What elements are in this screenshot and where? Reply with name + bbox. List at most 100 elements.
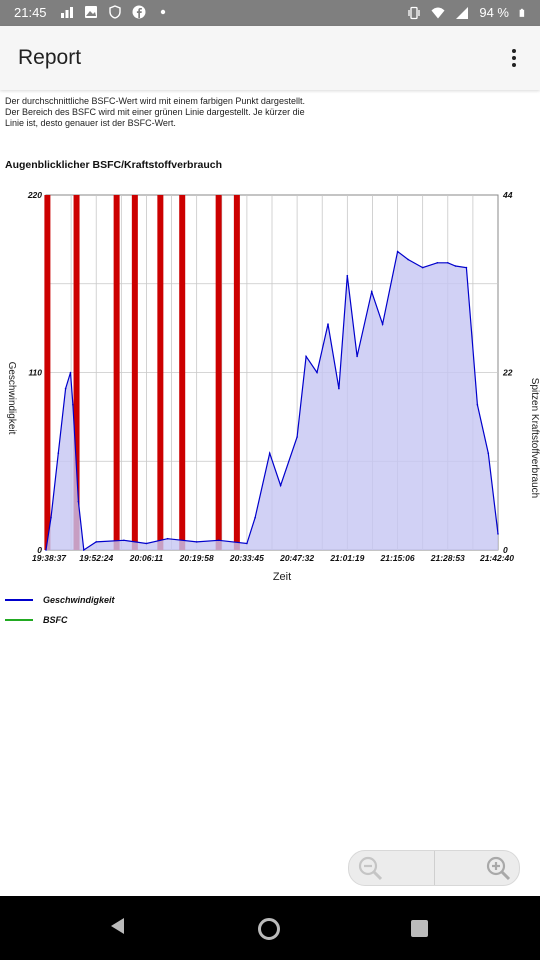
speed-point [436, 262, 439, 264]
speed-point [279, 484, 282, 487]
status-right-icons: 94 % [407, 5, 528, 20]
speed-point [195, 541, 198, 543]
intro-text: Der durchschnittliche BSFC-Wert wird mit… [5, 96, 335, 129]
home-icon[interactable] [258, 918, 280, 940]
speed-point [447, 262, 449, 264]
speed-area [46, 251, 498, 550]
speed-point [396, 250, 399, 253]
zoom-divider [434, 851, 435, 885]
x-tick-label: 21:15:06 [380, 553, 415, 563]
bsfc-chart: 0 110 220 0 22 44 19:38:37 19:52:24 20:06:11 20… [6, 190, 540, 583]
speed-point [123, 539, 125, 542]
fuel-bar [131, 195, 138, 550]
menu-dot-icon [512, 49, 516, 53]
menu-dot-icon [512, 56, 516, 60]
y-axis-left-ticks: 0 110 220 [27, 190, 42, 555]
speed-point [166, 537, 169, 540]
speed-point [497, 533, 499, 535]
speed-point [50, 516, 52, 519]
speed-point [407, 258, 409, 261]
y-tick-label-left: 110 [28, 368, 42, 378]
legend-item-bsfc: BSFC [5, 610, 115, 630]
speed-point [327, 323, 329, 325]
x-tick-label: 21:42:40 [479, 553, 514, 563]
status-bar: 21:45 94 % [0, 0, 540, 26]
menu-dot-icon [512, 63, 516, 67]
zoom-out-icon[interactable] [357, 855, 383, 881]
y-tick-label-left: 220 [27, 190, 42, 200]
page-title: Report [18, 46, 82, 69]
legend-swatch-bsfc [5, 619, 33, 621]
x-axis-label: Zeit [273, 571, 291, 583]
x-tick-label: 20:19:58 [179, 553, 214, 563]
fuel-bar [157, 195, 164, 550]
speed-point [356, 355, 358, 358]
speed-point [296, 436, 298, 438]
speed-point [421, 266, 424, 269]
app-bar: Report [0, 26, 540, 90]
legend-label-bsfc: BSFC [43, 615, 68, 625]
vibrate-icon [408, 6, 421, 19]
battery-percent: 94 % [479, 5, 509, 20]
zoom-in-icon[interactable] [485, 855, 511, 881]
speed-point [45, 549, 47, 551]
speed-point [305, 355, 307, 358]
x-tick-label: 21:01:19 [329, 553, 364, 563]
speed-point [83, 549, 85, 551]
speed-point [454, 265, 457, 267]
speed-point [246, 542, 248, 545]
speed-point [64, 387, 67, 390]
facebook-icon [132, 5, 146, 19]
speed-point [338, 387, 340, 390]
recents-icon[interactable] [411, 920, 428, 937]
status-time: 21:45 [14, 5, 47, 20]
speed-point [77, 500, 80, 503]
x-tick-label: 21:28:53 [430, 553, 465, 563]
shield-icon [109, 5, 121, 19]
x-tick-label: 20:06:11 [129, 553, 164, 563]
speed-point [381, 323, 384, 325]
x-tick-label: 19:38:37 [32, 553, 67, 563]
speed-point [476, 404, 479, 406]
battery-icon [519, 8, 525, 17]
fuel-bars [44, 195, 240, 550]
fuel-bar [179, 195, 186, 550]
back-icon[interactable] [108, 916, 128, 936]
y-axis-right-ticks: 0 22 44 [502, 190, 513, 555]
speed-point [254, 516, 256, 519]
intro-line-3: Linie ist, desto genauer ist der BSFC-We… [5, 118, 176, 128]
signal-icon [456, 6, 469, 19]
y-axis-left-label: Geschwindigkeit [6, 362, 17, 435]
speed-point [95, 541, 97, 543]
image-icon [85, 6, 97, 18]
y-tick-label-right: 0 [503, 545, 508, 555]
legend-item-speed: Geschwindigkeit [5, 590, 115, 610]
fuel-bar [44, 195, 51, 550]
speed-point [370, 291, 373, 293]
speed-point [346, 274, 349, 277]
speed-point [217, 539, 220, 542]
x-tick-label: 20:33:45 [229, 553, 264, 563]
speed-point [465, 266, 468, 269]
fuel-bar [233, 195, 240, 550]
chart-title: Augenblicklicher BSFC/Kraftstoffverbrauc… [5, 159, 223, 171]
status-left-icons [60, 5, 170, 19]
intro-line-2: Der Bereich des BSFC wird mit einer grün… [5, 107, 305, 117]
y-tick-label-left: 0 [37, 545, 42, 555]
speed-point [268, 452, 271, 455]
x-axis-ticks: 19:38:37 19:52:24 20:06:11 20:19:58 20:33:45… [32, 553, 514, 563]
zoom-controls [348, 850, 520, 886]
legend-label-speed: Geschwindigkeit [43, 595, 115, 605]
intro-line-1: Der durchschnittliche BSFC-Wert wird mit… [5, 96, 305, 106]
legend-swatch-speed [5, 599, 33, 601]
grid-icon [61, 7, 73, 18]
fuel-bar [73, 195, 80, 550]
y-axis-right-label: Spitzen Kraftstoffverbrauch [529, 378, 540, 498]
speed-point [57, 452, 60, 455]
speed-point [316, 371, 318, 374]
speed-point [487, 452, 490, 455]
speed-point [72, 404, 74, 406]
x-tick-label: 20:47:32 [279, 553, 314, 563]
overflow-menu-button[interactable] [500, 44, 528, 72]
dot-icon [160, 9, 166, 15]
